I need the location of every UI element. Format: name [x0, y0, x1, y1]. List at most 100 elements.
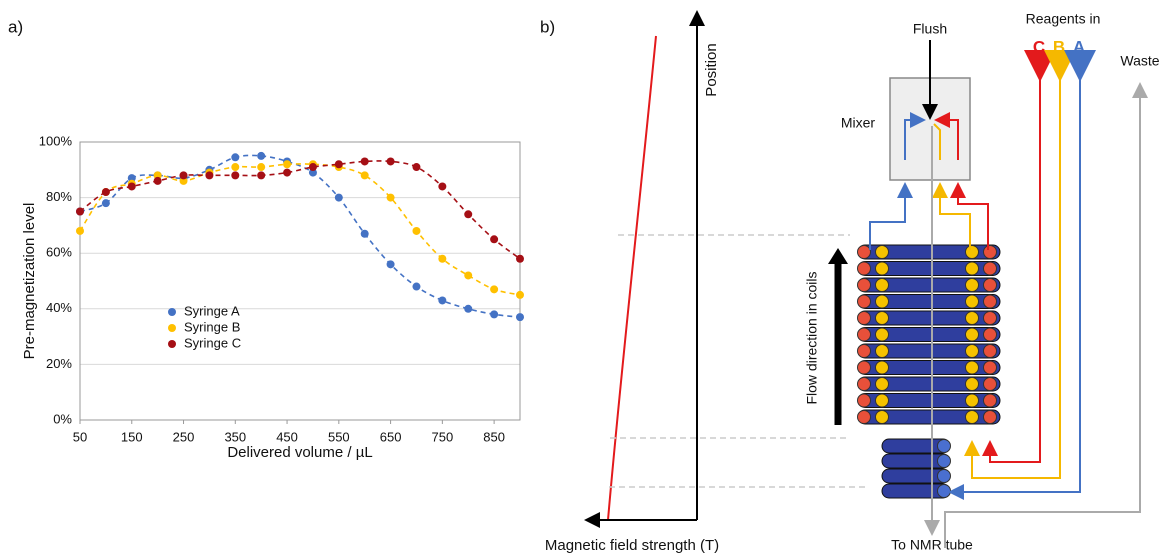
- coil-end: [875, 245, 889, 259]
- point: [490, 310, 499, 319]
- point: [153, 171, 162, 180]
- point: [76, 226, 84, 235]
- point: [179, 176, 188, 185]
- y-tick-label: 0%: [53, 411, 72, 426]
- point: [127, 182, 136, 191]
- coil-end: [983, 294, 997, 309]
- coil-end: [857, 278, 871, 292]
- point: [101, 199, 110, 208]
- point: [231, 163, 240, 172]
- coil-end: [937, 439, 951, 453]
- point: [257, 171, 266, 180]
- field-diagram: Position Magnetic field strength (T): [545, 10, 866, 554]
- coil-end: [965, 327, 979, 342]
- point: [516, 254, 524, 263]
- point: [127, 174, 136, 183]
- coil-end: [983, 278, 997, 292]
- coil-end: [965, 360, 979, 375]
- coil-end: [937, 454, 951, 468]
- tube: [934, 112, 959, 160]
- coil-end: [875, 327, 889, 342]
- coil-end: [857, 360, 871, 375]
- legend-label: Syringe A: [184, 303, 240, 318]
- coil-end: [965, 393, 979, 408]
- coil-end: [983, 327, 997, 342]
- reagent-label: A: [1073, 37, 1085, 56]
- tube: [948, 78, 1081, 500]
- panel-label: a): [8, 17, 23, 36]
- coil-end: [937, 484, 951, 498]
- axis-label: Position: [703, 43, 720, 96]
- point: [101, 188, 110, 197]
- x-tick-label: 350: [224, 429, 246, 444]
- coil-end: [875, 311, 889, 325]
- label: To NMR tube: [891, 537, 973, 553]
- coil-end: [875, 278, 889, 292]
- point: [76, 207, 84, 216]
- coil-end: [875, 393, 889, 408]
- coil-end: [937, 469, 951, 483]
- coil-end: [875, 344, 889, 358]
- point: [386, 260, 395, 269]
- axis-label: Magnetic field strength (T): [545, 537, 719, 554]
- coil-end: [983, 344, 997, 358]
- x-tick-label: 250: [173, 429, 195, 444]
- coil-end: [965, 410, 979, 424]
- x-tick-label: 850: [483, 429, 505, 444]
- point: [153, 176, 162, 185]
- coil-end: [857, 377, 871, 391]
- coil-end: [983, 377, 997, 391]
- label: Flow direction in coils: [804, 271, 820, 404]
- coil-end: [965, 245, 979, 259]
- coil-end: [857, 410, 871, 424]
- coil-end: [965, 311, 979, 325]
- coil-end: [965, 377, 979, 391]
- coil-end: [965, 261, 979, 276]
- tube: [904, 112, 926, 160]
- coil-end: [857, 327, 871, 342]
- point: [490, 235, 499, 244]
- fluidics-diagram: Flush Reagents in C B A Waste Mixer To N…: [804, 11, 1160, 553]
- point: [438, 254, 447, 263]
- reagent-label: B: [1053, 37, 1065, 56]
- label: Flush: [913, 21, 947, 37]
- coils: [857, 244, 1001, 499]
- coil-end: [983, 245, 997, 259]
- point: [438, 296, 447, 305]
- tube: [964, 78, 1061, 479]
- coil-end: [965, 294, 979, 309]
- label: Mixer: [841, 115, 876, 131]
- coil-end: [983, 261, 997, 276]
- x-tick-label: 450: [276, 429, 298, 444]
- coil-end: [983, 360, 997, 375]
- tube: [950, 182, 989, 250]
- reagent-label: C: [1033, 37, 1045, 56]
- coil-end: [965, 344, 979, 358]
- coil-end: [983, 311, 997, 325]
- point: [386, 157, 395, 166]
- coil-end: [875, 261, 889, 276]
- waste-tube: [944, 82, 1148, 548]
- point: [490, 285, 499, 294]
- coil-end: [857, 261, 871, 276]
- point: [231, 171, 240, 180]
- point: [205, 171, 214, 180]
- point: [179, 171, 188, 180]
- field-curve: [607, 35, 657, 521]
- tube: [869, 182, 913, 250]
- x-tick-label: 650: [380, 429, 402, 444]
- point: [412, 282, 421, 291]
- label: Reagents in: [1026, 11, 1101, 27]
- fit-line: [79, 154, 521, 318]
- coil-end: [875, 294, 889, 309]
- point: [334, 160, 343, 169]
- point: [360, 229, 369, 238]
- coil-end: [875, 410, 889, 424]
- point: [308, 168, 317, 177]
- coil-end: [857, 344, 871, 358]
- coil-end: [875, 360, 889, 375]
- y-tick-label: 60%: [46, 245, 72, 260]
- point: [516, 313, 524, 322]
- point: [516, 290, 524, 299]
